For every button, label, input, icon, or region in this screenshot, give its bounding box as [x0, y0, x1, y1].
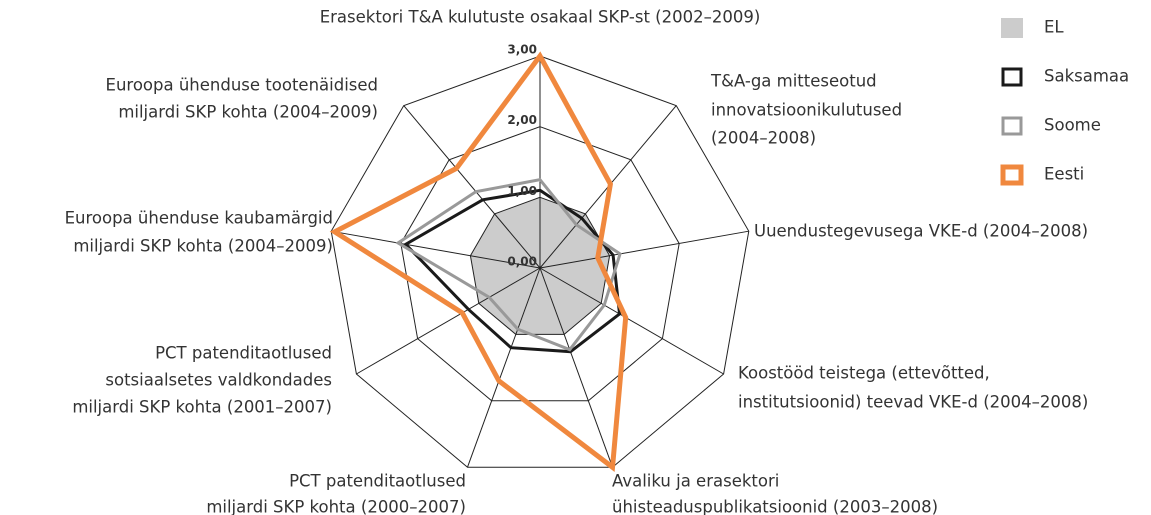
- axis-label: ühisteaduspublikatsioonid (2003–2008): [612, 498, 938, 515]
- legend-swatch: [1001, 18, 1023, 38]
- tick-label: 3,00: [507, 43, 537, 57]
- tick-label: 1,00: [507, 184, 537, 198]
- legend-swatch: [1001, 116, 1023, 136]
- series-line: [403, 188, 622, 354]
- axis-label: Avaliku ja erasektori: [612, 472, 779, 491]
- axis-spoke: [539, 230, 749, 269]
- tick-label: 2,00: [507, 113, 537, 127]
- grid-ring: [400, 126, 680, 402]
- axis-label: miljardi SKP kohta (2000–2007): [206, 498, 466, 515]
- axis-spoke: [331, 230, 541, 269]
- axis-spoke: [403, 105, 541, 269]
- axis-label: Uuendustegevusega VKE-d (2004–2008): [754, 222, 1088, 241]
- axis-spoke: [539, 267, 613, 468]
- axis-spoke: [539, 267, 724, 375]
- axis-spoke: [467, 267, 541, 468]
- axis-label: Koostööd teistega (ettevõtted,: [738, 364, 990, 383]
- axis-label: Euroopa ühenduse kaubamärgid: [65, 209, 333, 228]
- axis-label: miljardi SKP kohta (2004–2009): [118, 103, 378, 122]
- axis-spoke: [356, 267, 541, 375]
- axis-label: Euroopa ühenduse tootenäidised: [106, 76, 378, 95]
- axis-label: miljardi SKP kohta (2004–2009): [73, 237, 333, 256]
- axis-label: miljardi SKP kohta (2001–2007): [72, 398, 332, 417]
- grid-ring: [330, 55, 750, 468]
- axis-label: PCT patenditaotlused: [155, 344, 332, 363]
- axis-label: (2004–2008): [711, 129, 816, 148]
- axis-label: T&A-ga mitteseotud: [710, 72, 877, 91]
- axis-label: institutsioonid) teevad VKE-d (2004–2008…: [738, 393, 1088, 412]
- legend-label: Saksamaa: [1044, 67, 1129, 86]
- axis-label: sotsiaalsetes valdkondades: [105, 371, 332, 390]
- axis-label: Erasektori T&A kulutuste osakaal SKP-st …: [320, 8, 761, 27]
- axis-label: PCT patenditaotlused: [289, 472, 466, 491]
- axis-label: innovatsioonikulutused: [711, 101, 902, 120]
- legend-label: Soome: [1044, 116, 1101, 135]
- legend-swatch: [1000, 164, 1024, 186]
- legend-label: Eesti: [1044, 165, 1084, 184]
- series-line: [395, 178, 622, 352]
- legend-swatch: [1001, 67, 1023, 87]
- series-line: [329, 51, 629, 472]
- tick-label: 0,00: [507, 255, 537, 269]
- legend-label: EL: [1044, 18, 1064, 37]
